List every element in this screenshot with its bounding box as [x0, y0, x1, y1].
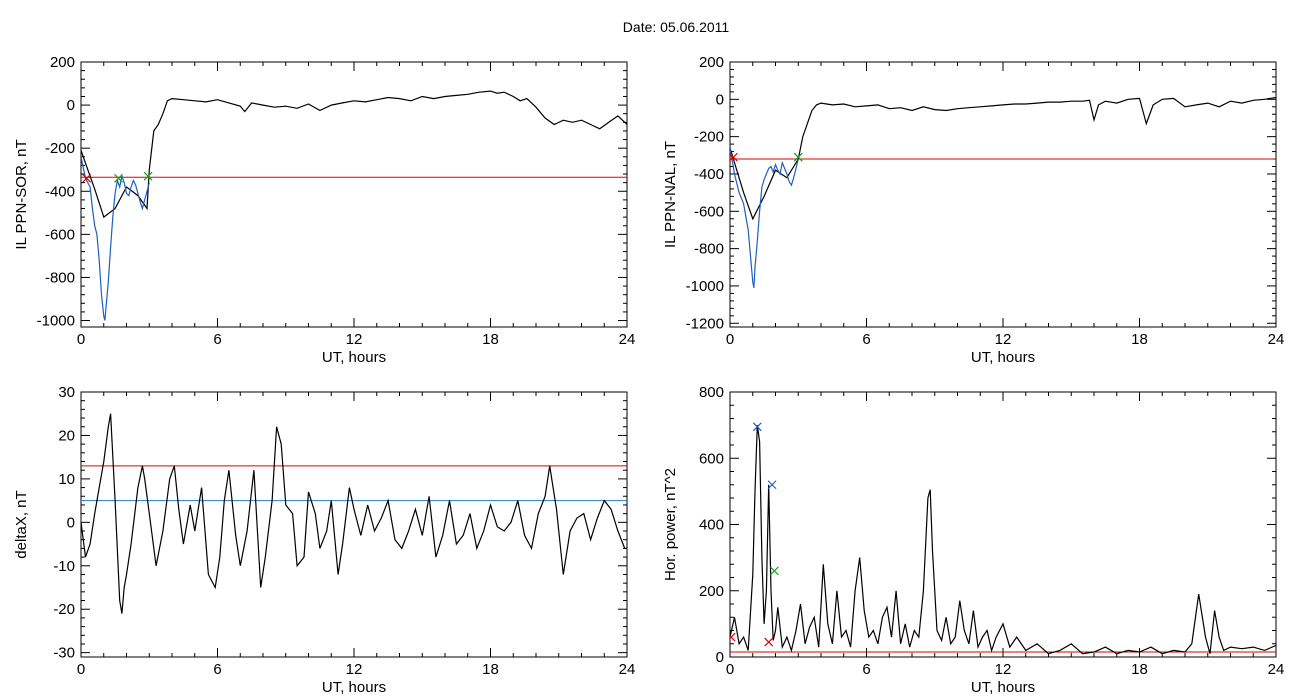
series-line — [730, 425, 1276, 655]
x-tick-label: 18 — [1131, 331, 1148, 348]
page-title: Date: 05.06.2011 — [622, 19, 730, 35]
y-tick-label: 10 — [58, 471, 75, 488]
y-tick-label: -600 — [45, 226, 75, 243]
chart-nal: 0 6 12 18 24 -1200 -1000 -800 -600 -400 -200 0 200 UT… — [662, 54, 1284, 366]
x-tick-label: 6 — [213, 331, 221, 348]
y-axis-label: IL PPN-SOR, nT — [13, 139, 30, 249]
y-tick-label: -200 — [45, 140, 75, 157]
series-line — [81, 156, 150, 321]
y-tick-label: 0 — [67, 97, 75, 114]
y-tick-label: -400 — [45, 183, 75, 200]
x-tick-label: 0 — [726, 661, 734, 678]
cross-marker — [143, 171, 153, 181]
y-axis-label: deltaX, nT — [13, 490, 30, 558]
plot-area — [730, 96, 1276, 288]
x-tick-label: 6 — [213, 661, 221, 678]
plot-frame — [729, 391, 1277, 658]
chart-sor: 0 6 12 18 24 -1000 -800 -600 -400 -200 0 200 UT, hou… — [13, 54, 635, 366]
y-tick-label: -400 — [694, 166, 724, 183]
cross-marker — [82, 173, 92, 183]
y-tick-label: 400 — [699, 517, 724, 534]
x-tick-label: 0 — [726, 331, 734, 348]
y-tick-label: 0 — [67, 514, 75, 531]
x-tick-label: 6 — [862, 331, 870, 348]
plot-frame — [80, 391, 628, 658]
x-tick-label: 18 — [1131, 661, 1148, 678]
cross-marker — [730, 152, 738, 162]
plot-area — [81, 90, 627, 321]
plot-frame — [80, 61, 628, 328]
y-tick-label: 200 — [50, 54, 75, 71]
x-tick-label: 24 — [619, 661, 636, 678]
y-tick-label: -1000 — [686, 278, 724, 295]
y-tick-label: -800 — [45, 269, 75, 286]
y-tick-label: 20 — [58, 427, 75, 444]
y-tick-label: -30 — [53, 645, 75, 662]
y-tick-label: -10 — [53, 558, 75, 575]
y-tick-label: -600 — [694, 203, 724, 220]
y-tick-label: 200 — [699, 583, 724, 600]
cross-marker — [764, 637, 774, 647]
y-tick-label: 200 — [699, 54, 724, 71]
series-line — [81, 90, 627, 219]
x-axis-label: UT, hours — [322, 679, 386, 696]
chart-deltax: 0 6 12 18 24 -30 -20 -10 0 10 20 30 UT, hours deltaX,… — [13, 384, 635, 696]
plot-frame — [729, 61, 1277, 328]
x-tick-label: 12 — [346, 331, 363, 348]
x-tick-label: 0 — [77, 331, 85, 348]
x-axis-label: UT, hours — [971, 349, 1035, 366]
x-axis-label: UT, hours — [322, 349, 386, 366]
y-tick-label: 800 — [699, 384, 724, 401]
chart-power: 0 6 12 18 24 0 200 400 600 800 UT, hours Hor. power… — [662, 384, 1284, 696]
y-tick-label: 30 — [58, 384, 75, 401]
plot-area — [81, 413, 627, 614]
y-tick-label: 0 — [716, 649, 724, 666]
x-tick-label: 12 — [995, 331, 1012, 348]
x-tick-label: 12 — [346, 661, 363, 678]
y-tick-label: 600 — [699, 450, 724, 467]
cross-marker — [767, 480, 777, 490]
cross-marker — [769, 566, 779, 576]
series-line — [730, 147, 799, 288]
y-axis-label: IL PPN-NAL, nT — [662, 141, 679, 248]
y-tick-label: 0 — [716, 91, 724, 108]
x-tick-label: 12 — [995, 661, 1012, 678]
y-tick-label: -800 — [694, 241, 724, 258]
y-axis-label: Hor. power, nT^2 — [662, 468, 679, 581]
y-tick-label: -200 — [694, 129, 724, 146]
y-tick-label: -20 — [53, 601, 75, 618]
x-axis-label: UT, hours — [971, 679, 1035, 696]
x-tick-label: 0 — [77, 661, 85, 678]
x-tick-label: 6 — [862, 661, 870, 678]
y-tick-label: -1200 — [686, 315, 724, 332]
cross-marker — [114, 173, 123, 183]
x-tick-label: 24 — [619, 331, 636, 348]
cross-marker — [730, 632, 736, 642]
series-line — [81, 413, 627, 614]
x-tick-label: 24 — [1268, 331, 1285, 348]
cross-marker — [752, 422, 762, 432]
x-tick-label: 18 — [482, 331, 499, 348]
plot-area — [730, 422, 1276, 655]
x-tick-label: 18 — [482, 661, 499, 678]
x-tick-label: 24 — [1268, 661, 1285, 678]
cross-marker — [793, 152, 803, 162]
series-line — [730, 96, 1276, 221]
y-tick-label: -1000 — [37, 313, 75, 330]
